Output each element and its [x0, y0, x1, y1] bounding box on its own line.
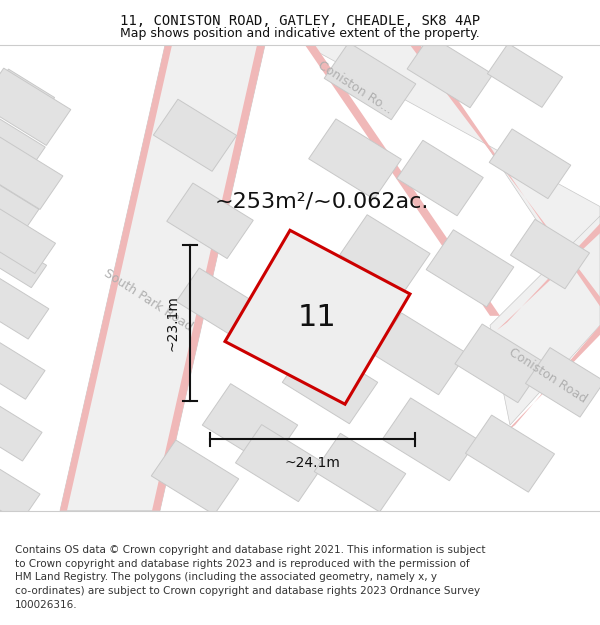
Text: ~253m²/~0.062ac.: ~253m²/~0.062ac.	[215, 192, 430, 212]
Polygon shape	[426, 230, 514, 307]
Polygon shape	[0, 137, 63, 209]
Polygon shape	[202, 384, 298, 466]
Polygon shape	[466, 415, 554, 492]
Polygon shape	[154, 99, 236, 171]
Polygon shape	[0, 119, 45, 171]
Text: South Park Road: South Park Road	[101, 266, 195, 333]
Polygon shape	[314, 433, 406, 512]
Polygon shape	[308, 119, 401, 199]
Text: Coniston Ro...: Coniston Ro...	[315, 59, 395, 117]
Text: to Crown copyright and database rights 2023 and is reproduced with the permissio: to Crown copyright and database rights 2…	[15, 559, 470, 569]
Polygon shape	[282, 341, 378, 424]
Polygon shape	[487, 44, 563, 108]
Polygon shape	[225, 230, 410, 404]
Polygon shape	[455, 324, 545, 402]
Text: co-ordinates) are subject to Crown copyright and database rights 2023 Ordnance S: co-ordinates) are subject to Crown copyr…	[15, 586, 480, 596]
Polygon shape	[373, 313, 467, 395]
Polygon shape	[0, 399, 42, 461]
Polygon shape	[176, 268, 254, 335]
Polygon shape	[407, 36, 493, 108]
Polygon shape	[235, 424, 325, 502]
Text: ~24.1m: ~24.1m	[284, 456, 340, 471]
Polygon shape	[152, 45, 265, 511]
Polygon shape	[410, 45, 600, 306]
Text: ~23.1m: ~23.1m	[166, 295, 180, 351]
Polygon shape	[397, 140, 483, 216]
Text: 11, CONISTON ROAD, GATLEY, CHEADLE, SK8 4AP: 11, CONISTON ROAD, GATLEY, CHEADLE, SK8 …	[120, 14, 480, 28]
Polygon shape	[0, 239, 47, 288]
Polygon shape	[490, 216, 600, 425]
Polygon shape	[0, 461, 40, 522]
Polygon shape	[167, 183, 253, 259]
Polygon shape	[0, 178, 39, 235]
Polygon shape	[324, 42, 416, 120]
Polygon shape	[497, 224, 600, 330]
Text: Coniston Road: Coniston Road	[506, 346, 589, 406]
Polygon shape	[0, 206, 56, 274]
Text: 100026316.: 100026316.	[15, 600, 77, 610]
Polygon shape	[505, 326, 600, 432]
Text: Map shows position and indicative extent of the property.: Map shows position and indicative extent…	[120, 28, 480, 40]
Polygon shape	[0, 274, 49, 339]
Text: HM Land Registry. The polygons (including the associated geometry, namely x, y: HM Land Registry. The polygons (includin…	[15, 572, 437, 582]
Polygon shape	[60, 45, 265, 511]
Polygon shape	[382, 398, 478, 481]
Polygon shape	[60, 45, 172, 511]
Polygon shape	[151, 440, 239, 515]
Polygon shape	[305, 45, 500, 316]
Text: 11: 11	[298, 303, 337, 332]
Text: Contains OS data © Crown copyright and database right 2021. This information is : Contains OS data © Crown copyright and d…	[15, 545, 485, 555]
Polygon shape	[526, 348, 600, 417]
Polygon shape	[0, 68, 71, 146]
Polygon shape	[0, 337, 45, 399]
Polygon shape	[0, 69, 55, 126]
Polygon shape	[305, 45, 600, 316]
Polygon shape	[511, 219, 590, 289]
Polygon shape	[340, 215, 430, 293]
Polygon shape	[489, 129, 571, 199]
